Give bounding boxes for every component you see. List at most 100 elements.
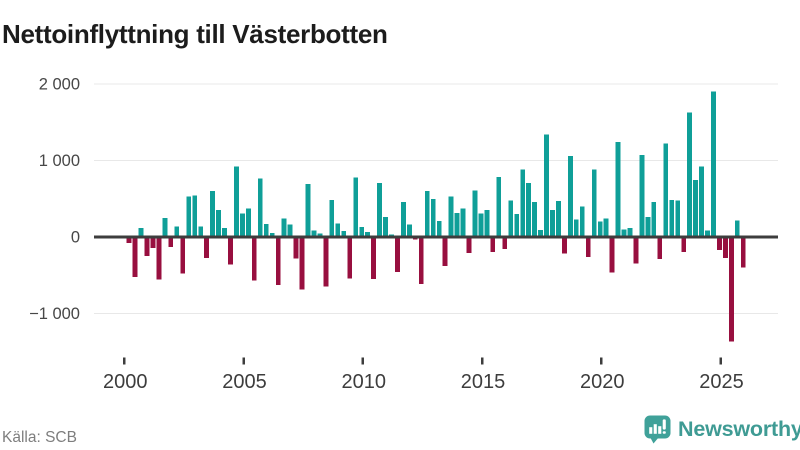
bar: [723, 237, 728, 259]
bar: [335, 223, 341, 237]
bar: [556, 201, 561, 237]
bar: [705, 230, 710, 237]
bar: [204, 237, 210, 259]
x-tick-label: 2025: [699, 371, 744, 393]
bar: [240, 213, 245, 237]
x-tick-label: 2005: [222, 371, 267, 393]
bar: [180, 237, 186, 274]
bar: [287, 224, 293, 237]
bar: [740, 237, 746, 268]
chart-title: Nettoinflyttning till Västerbotten: [2, 19, 388, 50]
bar: [436, 220, 442, 238]
bar: [550, 209, 555, 237]
x-tick-label: 2015: [461, 371, 506, 393]
bar: [645, 217, 651, 237]
bar: [609, 237, 615, 273]
bar: [228, 237, 233, 265]
bar: [657, 237, 663, 260]
bar: [490, 237, 496, 252]
bar: [126, 237, 132, 244]
bar: [418, 237, 424, 285]
bar: [174, 226, 180, 237]
bar: [132, 237, 138, 277]
bar: [591, 169, 597, 237]
bar: [323, 237, 329, 287]
bar: [156, 237, 162, 280]
bar: [353, 177, 359, 237]
bar: [567, 155, 573, 237]
bar: [520, 169, 526, 237]
bar: [627, 228, 633, 237]
bar: [198, 226, 204, 237]
bar: [269, 233, 275, 237]
bar: [341, 230, 347, 237]
bar: [484, 210, 490, 237]
bar: [299, 237, 305, 290]
bar: [150, 237, 156, 249]
bar: [681, 237, 687, 252]
bar: [734, 220, 740, 237]
bar: [365, 232, 371, 237]
bar: [442, 237, 448, 267]
bar: [687, 112, 693, 237]
bars: [126, 91, 746, 342]
bar: [699, 166, 704, 237]
bar: [711, 91, 716, 238]
bar: [532, 202, 537, 237]
bar: [162, 217, 168, 238]
x-tick-label: 2010: [342, 371, 387, 393]
bar: [579, 206, 585, 237]
bar: [359, 227, 365, 238]
bar: [454, 212, 460, 237]
bar: [138, 228, 144, 237]
bar: [675, 200, 681, 237]
bar: [251, 237, 257, 281]
bar: [263, 224, 269, 237]
y-axis-labels: 2 000 1 000 0 −1 000: [29, 76, 80, 324]
bar: [585, 237, 591, 257]
bar: [281, 218, 287, 237]
bar: [448, 196, 454, 237]
bar: [395, 237, 400, 272]
newsworthy-logo: Newsworthy: [644, 413, 800, 445]
bar: [317, 233, 323, 237]
bar: [538, 230, 543, 237]
bar: [502, 237, 508, 250]
bar: [472, 190, 478, 237]
x-axis: 2000 2005 2010 2015 2020 2025: [103, 357, 744, 393]
bar: [401, 202, 406, 237]
bar: [597, 221, 603, 237]
bar: [406, 224, 412, 237]
bar: [430, 198, 436, 237]
bar: [693, 180, 698, 237]
bar: [275, 237, 281, 285]
bar: [293, 237, 299, 259]
bar: [371, 237, 376, 280]
bar: [508, 200, 514, 237]
bar: [573, 219, 579, 237]
bar: [526, 183, 532, 237]
bar: [377, 183, 382, 237]
bar: [144, 237, 150, 257]
bar: [257, 178, 263, 237]
x-tick-label: 2000: [103, 371, 148, 393]
bar: [728, 237, 734, 342]
bar: [562, 237, 567, 254]
bar: [210, 191, 215, 237]
bar: [234, 166, 239, 237]
newsworthy-icon: [644, 415, 671, 443]
bar: [383, 217, 388, 237]
bar: [466, 237, 472, 254]
y-tick-label: 2 000: [39, 76, 80, 94]
y-tick-label: 0: [71, 229, 80, 247]
bar: [651, 202, 657, 237]
y-tick-label: 1 000: [39, 152, 80, 170]
bar: [424, 191, 430, 237]
bar: [245, 208, 251, 237]
bar: [216, 209, 221, 237]
bar: [496, 176, 502, 237]
bar: [621, 229, 627, 237]
bar: [663, 143, 669, 237]
bar: [222, 227, 227, 237]
